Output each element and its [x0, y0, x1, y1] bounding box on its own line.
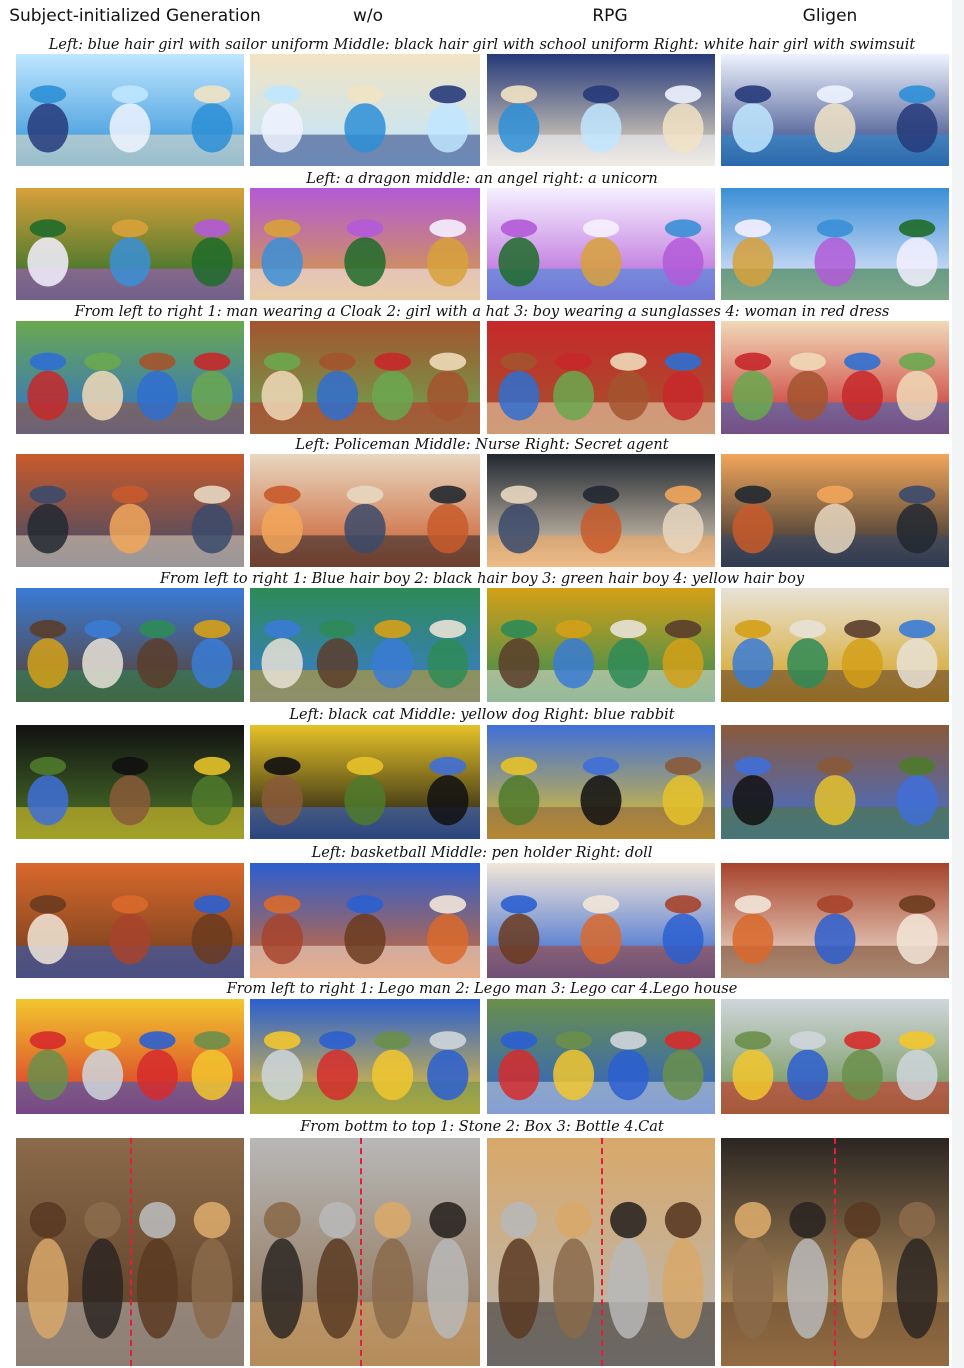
image-subject-initialized-row-4 [16, 454, 244, 567]
column-header-wo: w/o [352, 6, 384, 26]
caption-row-2: Left: a dragon middle: an angel right: a… [306, 171, 658, 187]
image-wo-row-6 [250, 725, 480, 839]
image-gligen-row-5 [721, 588, 949, 702]
image-subject-initialized-row-1 [16, 54, 244, 166]
image-rpg-row-4 [487, 454, 715, 567]
image-wo-row-7 [250, 863, 480, 978]
column-header-gligen: Gligen [802, 6, 858, 26]
image-gligen-row-7 [721, 863, 949, 978]
caption-row-1: Left: blue hair girl with sailor uniform… [48, 37, 916, 53]
caption-row-6: Left: black cat Middle: yellow dog Right… [289, 707, 675, 723]
image-subject-initialized-row-8 [16, 999, 244, 1114]
split-divider-1 [130, 1138, 132, 1366]
split-divider-2 [360, 1138, 362, 1366]
image-rpg-row-5 [487, 588, 715, 702]
image-rpg-row-7 [487, 863, 715, 978]
caption-row-8: From left to right 1: Lego man 2: Lego m… [226, 981, 738, 997]
image-gligen-row-2 [721, 188, 949, 300]
image-gligen-row-1 [721, 54, 949, 166]
caption-row-4: Left: Policeman Middle: Nurse Right: Sec… [295, 437, 669, 453]
page-edge-strip [952, 0, 964, 1368]
image-rpg-row-6 [487, 725, 715, 839]
image-rpg-row-2 [487, 188, 715, 300]
image-wo-row-3 [250, 321, 480, 434]
image-subject-initialized-row-5 [16, 588, 244, 702]
image-rpg-row-8 [487, 999, 715, 1114]
image-gligen-row-4 [721, 454, 949, 567]
image-gligen-row-3 [721, 321, 949, 434]
image-subject-initialized-row-6 [16, 725, 244, 839]
split-divider-3 [601, 1138, 603, 1366]
image-rpg-row-3 [487, 321, 715, 434]
caption-row-5: From left to right 1: Blue hair boy 2: b… [159, 571, 805, 587]
image-wo-row-4 [250, 454, 480, 567]
image-gligen-row-6 [721, 725, 949, 839]
image-wo-row-9 [250, 1138, 480, 1366]
caption-row-3: From left to right 1: man wearing a Cloa… [74, 304, 890, 320]
split-divider-4 [834, 1138, 836, 1366]
image-rpg-row-1 [487, 54, 715, 166]
image-wo-row-1 [250, 54, 480, 166]
image-wo-row-2 [250, 188, 480, 300]
image-wo-row-5 [250, 588, 480, 702]
image-subject-initialized-row-2 [16, 188, 244, 300]
caption-row-9: From bottm to top 1: Stone 2: Box 3: Bot… [300, 1119, 664, 1135]
image-wo-row-8 [250, 999, 480, 1114]
image-subject-initialized-row-7 [16, 863, 244, 978]
caption-row-7: Left: basketball Middle: pen holder Righ… [311, 845, 653, 861]
column-header-subject-initialized: Subject-initialized Generation [9, 6, 261, 26]
image-gligen-row-8 [721, 999, 949, 1114]
column-header-rpg: RPG [592, 6, 628, 26]
image-subject-initialized-row-3 [16, 321, 244, 434]
